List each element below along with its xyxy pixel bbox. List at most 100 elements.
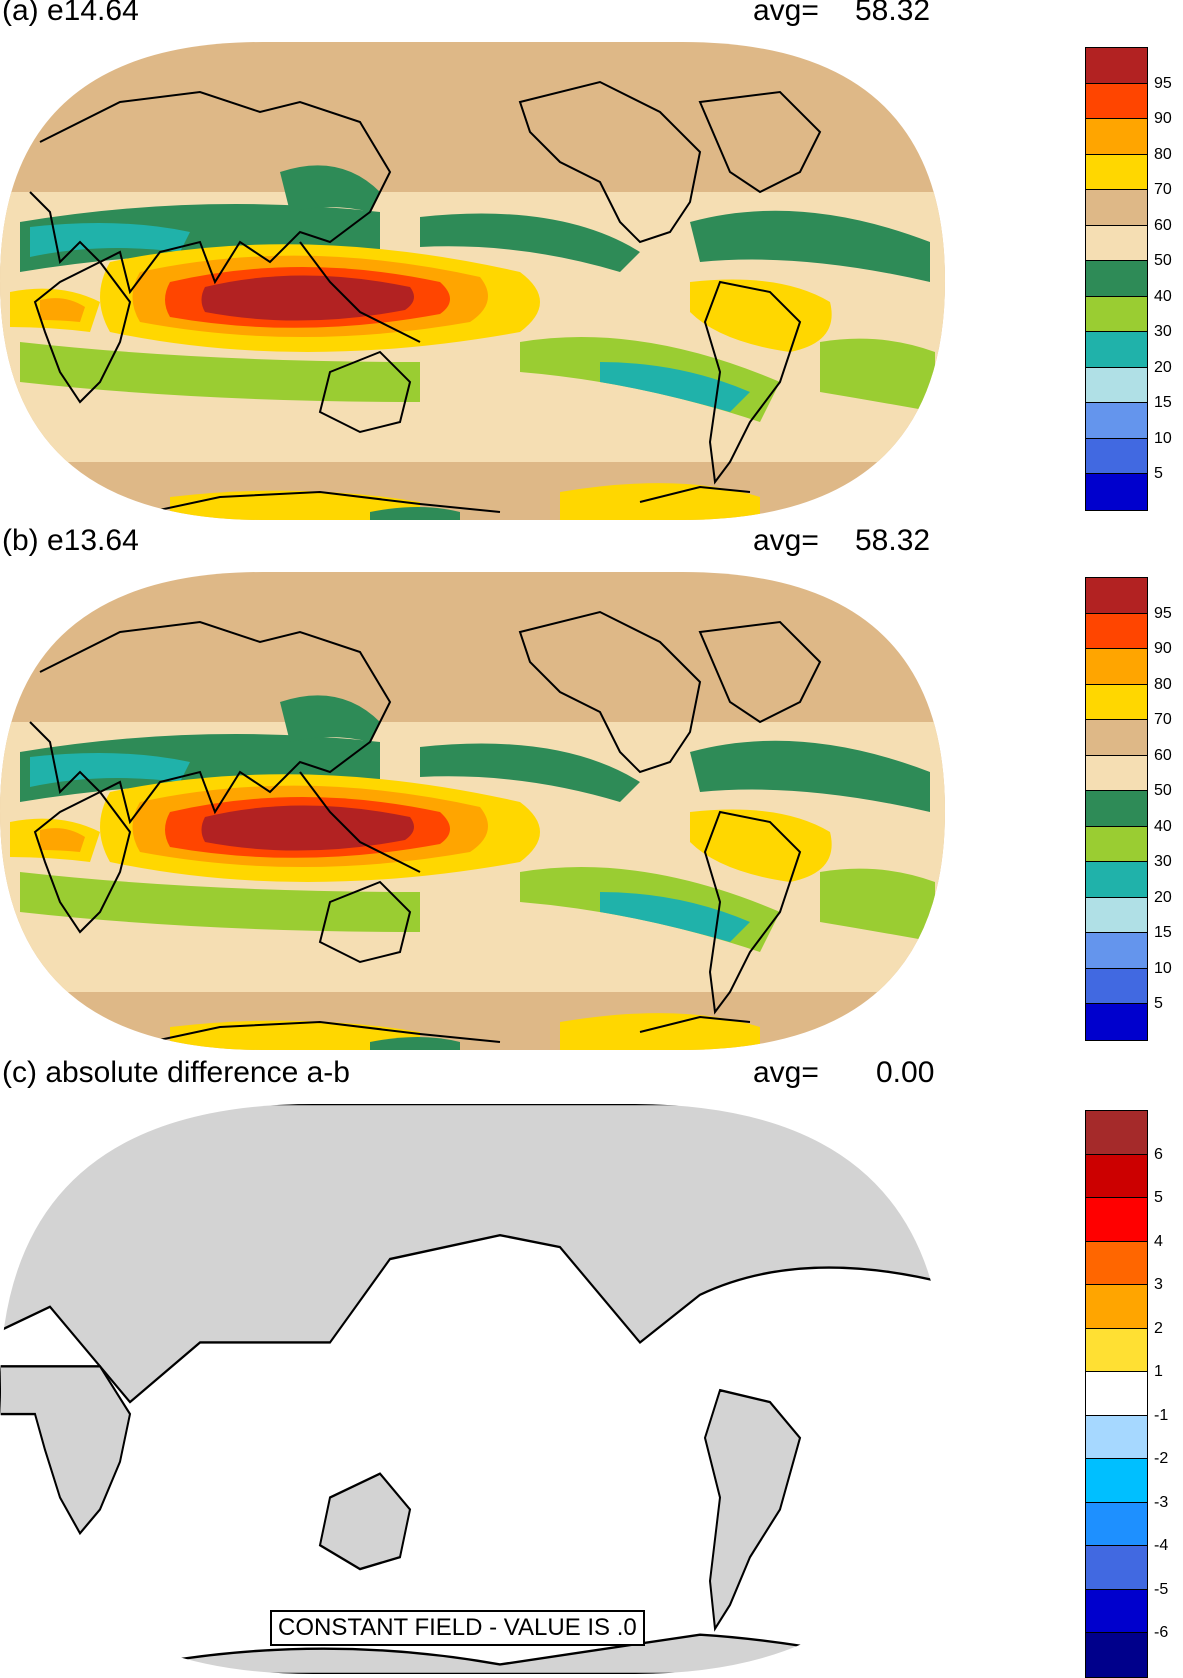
colorbar-tick-label: 30 (1154, 853, 1172, 871)
colorbar-tick-label: 5 (1154, 465, 1163, 483)
coastline (518, 610, 702, 774)
avg-label: avg= (753, 524, 819, 557)
land-mass (318, 1472, 412, 1571)
coastline (33, 260, 132, 404)
colorbar-box (1086, 1633, 1147, 1677)
field-contour (170, 490, 420, 520)
colorbar (1085, 1110, 1148, 1678)
land-mass (0, 1104, 945, 1404)
coastline (149, 1020, 501, 1043)
colorbar-box (1086, 1328, 1147, 1373)
colorbar-tick-label: -6 (1154, 1624, 1169, 1642)
field-contour (370, 507, 460, 520)
colorbar-tick-label: 20 (1154, 888, 1172, 906)
coastline (318, 880, 412, 964)
colorbar-tick-label: 15 (1154, 394, 1172, 412)
colorbar-tick-label: -3 (1154, 1493, 1169, 1511)
colorbar-box (1086, 933, 1147, 969)
coastline (29, 620, 392, 825)
colorbar-tick-label: 10 (1154, 959, 1172, 977)
coastline (29, 90, 392, 295)
colorbar-tick-label: 2 (1154, 1319, 1163, 1337)
colorbar-box (1086, 119, 1147, 155)
colorbar-box (1086, 1546, 1147, 1590)
colorbar-tick-label: 10 (1154, 429, 1172, 447)
coastline (703, 810, 802, 1015)
colorbar-box (1086, 1285, 1147, 1329)
colorbar-box (1086, 296, 1147, 333)
colorbar-box (1086, 1154, 1147, 1199)
colorbar-box (1086, 613, 1147, 650)
field-contour (20, 342, 420, 402)
colorbar-box (1086, 1502, 1147, 1547)
colorbar-tick-label: 3 (1154, 1276, 1163, 1294)
avg-value: 58.32 (855, 524, 931, 557)
colorbar-box (1086, 791, 1147, 827)
colorbar-tick-label: 50 (1154, 782, 1172, 800)
avg-value: 58.32 (855, 0, 931, 27)
panel-title: (b) e13.64 (2, 524, 139, 557)
field-contour (820, 868, 935, 942)
colorbar-box (1086, 684, 1147, 721)
coastline (149, 490, 501, 513)
colorbar-box (1086, 1459, 1147, 1503)
colorbar-box (1086, 225, 1147, 262)
colorbar-tick-label: 95 (1154, 604, 1172, 622)
field-map (0, 572, 945, 1050)
colorbar-box (1086, 261, 1147, 297)
coastline (698, 620, 822, 724)
avg-label: avg= (753, 0, 819, 27)
colorbar-tick-label: 6 (1154, 1145, 1163, 1163)
field-contour (40, 298, 85, 322)
field-contour (420, 213, 640, 272)
colorbar-box (1086, 755, 1147, 792)
colorbar-box (1086, 968, 1147, 1005)
colorbar-tick-label: 40 (1154, 287, 1172, 305)
colorbar-box (1086, 1004, 1147, 1040)
colorbar-box (1086, 48, 1147, 84)
field-contour (201, 275, 414, 321)
coastline (639, 1015, 751, 1033)
coastline (33, 790, 132, 934)
field-contour (560, 483, 760, 520)
colorbar-box (1086, 154, 1147, 191)
field-contour (30, 223, 190, 257)
colorbar-tick-label: 5 (1154, 1189, 1163, 1207)
colorbar-tick-label: -4 (1154, 1537, 1169, 1555)
colorbar-tick-label: 60 (1154, 746, 1172, 764)
colorbar-tick-label: 5 (1154, 995, 1163, 1013)
field-contour (280, 695, 380, 742)
colorbar-box (1086, 1111, 1147, 1155)
constant-field-label: CONSTANT FIELD - VALUE IS .0 (270, 1610, 645, 1646)
colorbar-tick-label: 30 (1154, 323, 1172, 341)
avg-label: avg= (753, 1056, 819, 1089)
colorbar-tick-label: -1 (1154, 1406, 1169, 1424)
colorbar-box (1086, 438, 1147, 475)
land-mass (0, 1365, 132, 1536)
colorbar-box (1086, 578, 1147, 614)
colorbar-tick-label: 80 (1154, 675, 1172, 693)
field-map (0, 42, 945, 520)
colorbar-tick-label: 50 (1154, 252, 1172, 270)
colorbar-box (1086, 474, 1147, 510)
field-contour (170, 1020, 420, 1050)
colorbar-box (1086, 1198, 1147, 1242)
coastline (318, 350, 412, 434)
colorbar-box (1086, 332, 1147, 368)
colorbar-tick-label: -5 (1154, 1580, 1169, 1598)
colorbar-tick-label: 90 (1154, 640, 1172, 658)
colorbar-box (1086, 1589, 1147, 1634)
panel-title: (c) absolute difference a-b (2, 1056, 350, 1089)
field-contour (40, 828, 85, 852)
colorbar-box (1086, 367, 1147, 404)
field-contour (30, 753, 190, 787)
colorbar-box (1086, 897, 1147, 934)
field-contour (201, 805, 414, 851)
field-contour (20, 872, 420, 932)
field-contour (280, 165, 380, 212)
colorbar-box (1086, 826, 1147, 863)
panel-title: (a) e14.64 (2, 0, 139, 27)
colorbar-tick-label: 40 (1154, 817, 1172, 835)
coastline (299, 771, 421, 873)
colorbar-box (1086, 403, 1147, 439)
